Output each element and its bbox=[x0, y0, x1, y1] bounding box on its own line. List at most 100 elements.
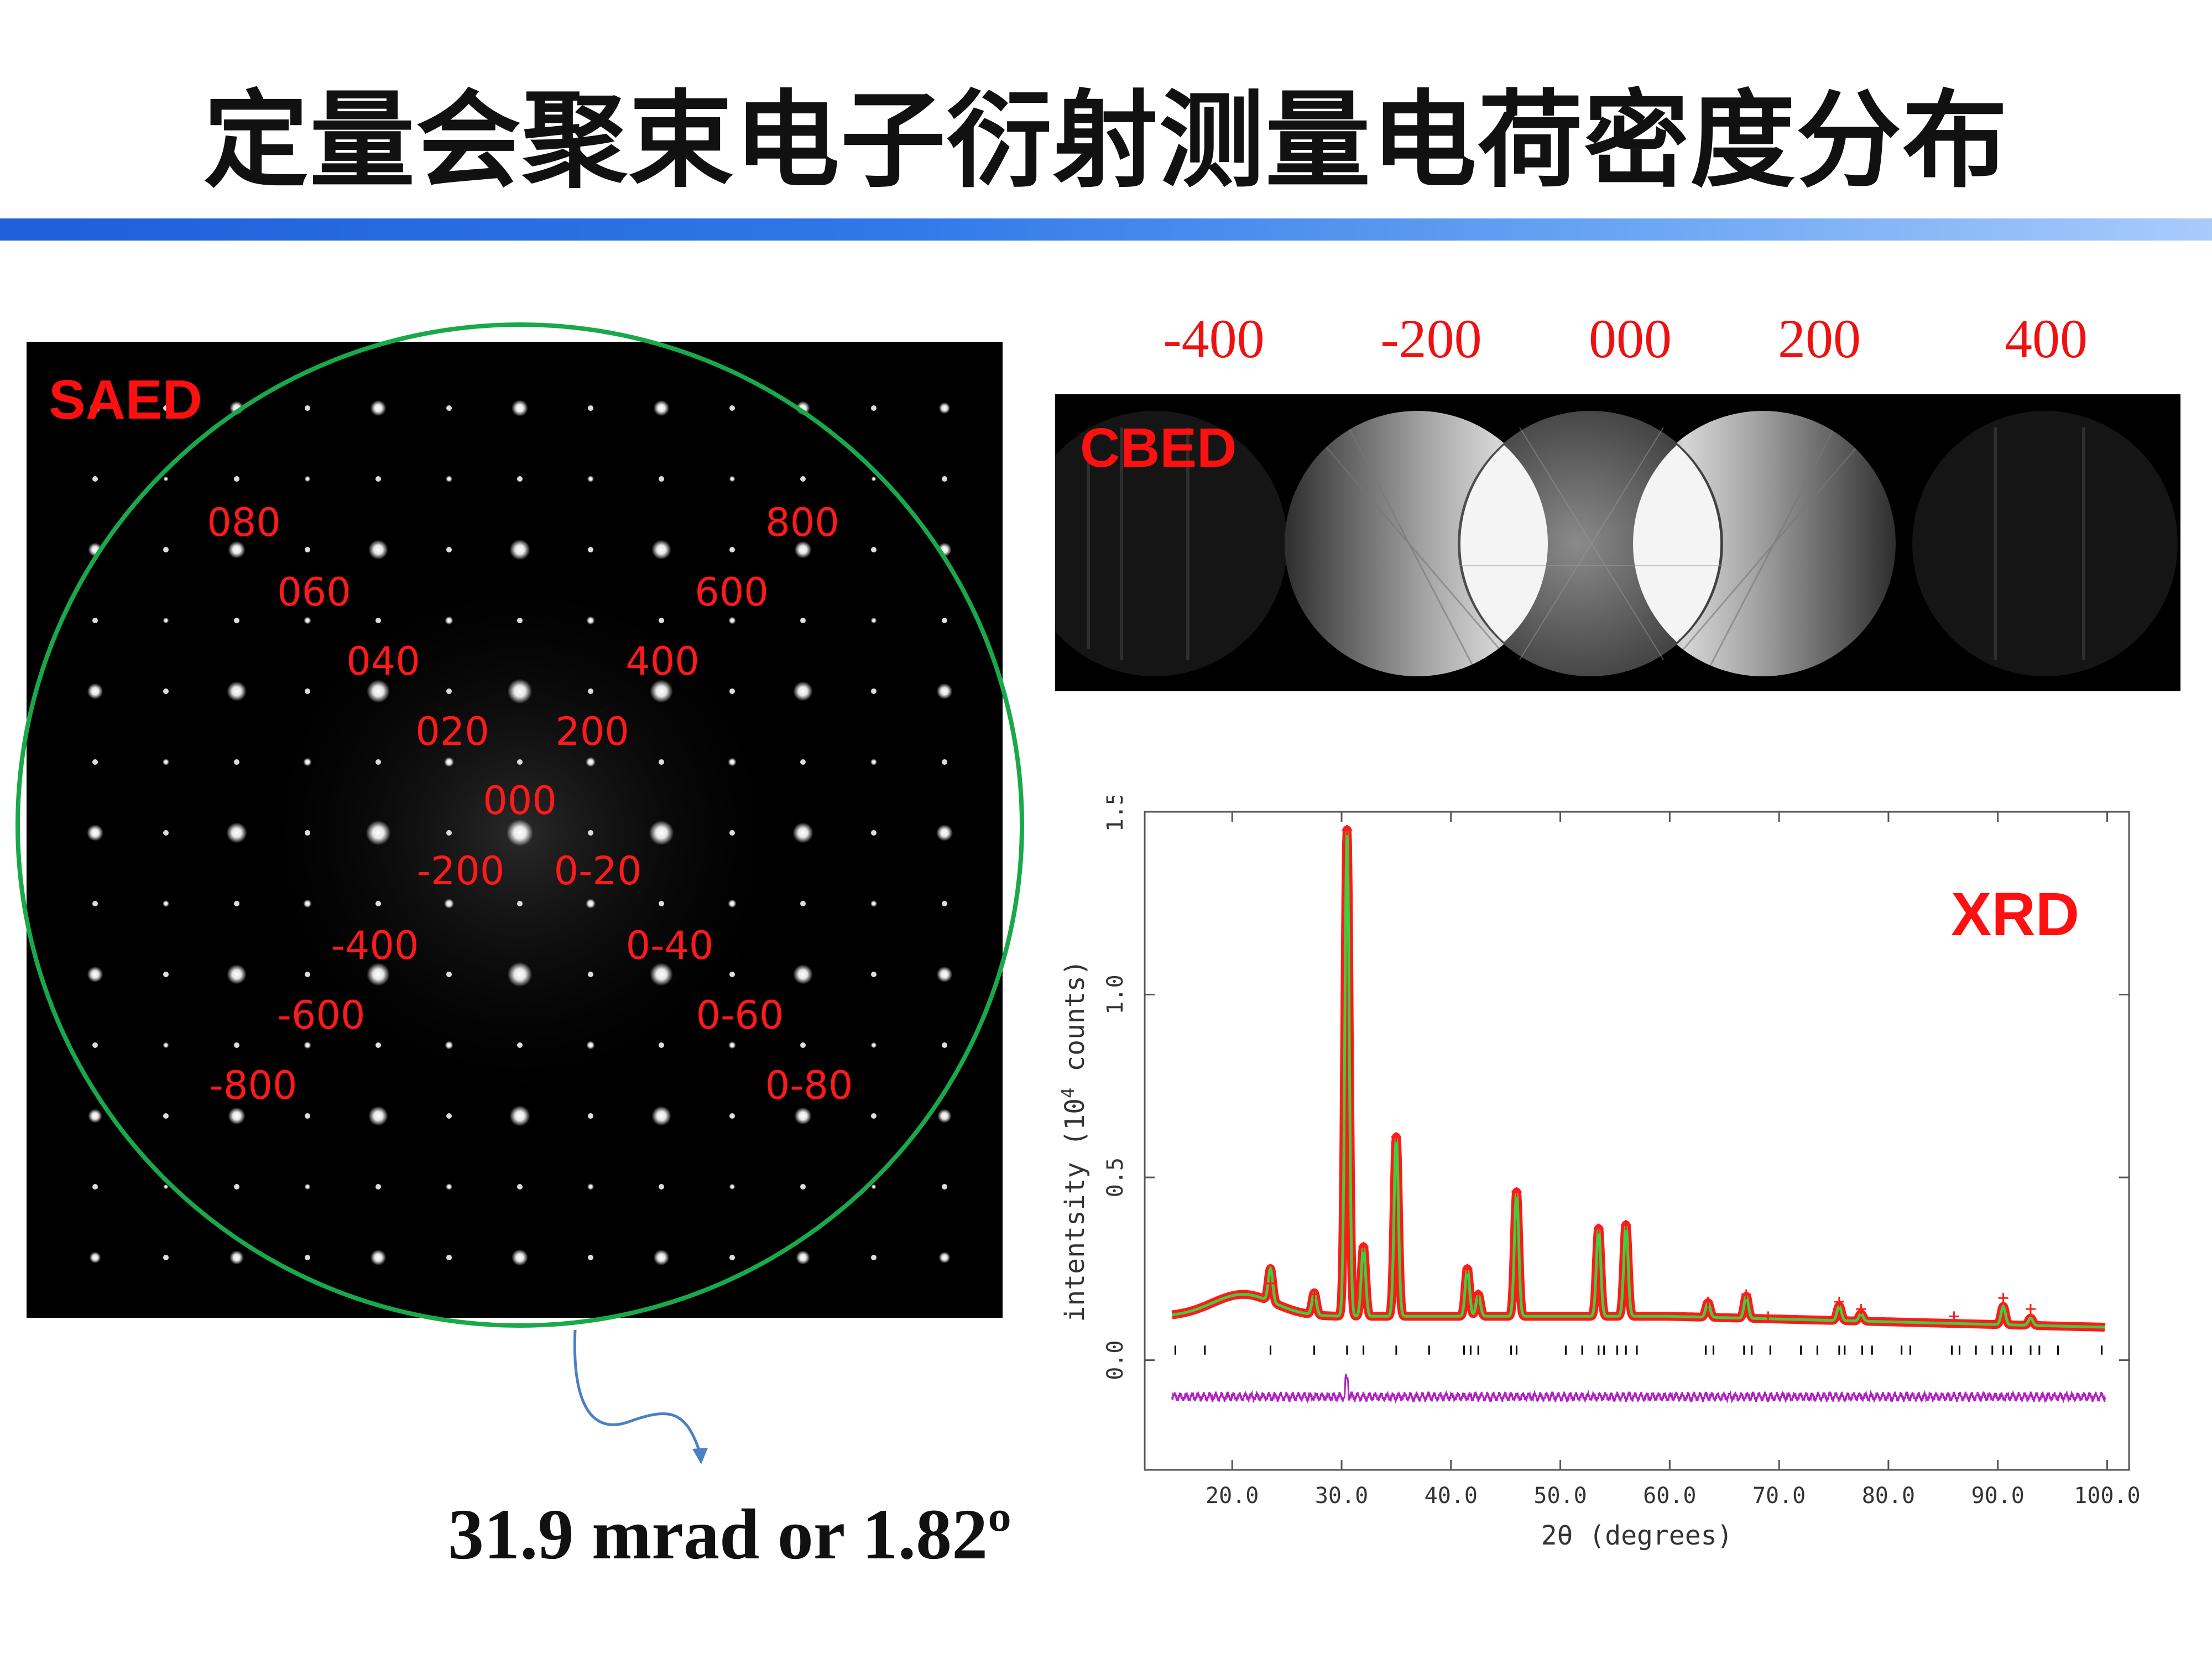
diffraction-spot bbox=[304, 1183, 311, 1190]
observed-point bbox=[1391, 1132, 1401, 1142]
diffraction-spot bbox=[586, 616, 595, 625]
xrd-label: XRD bbox=[1951, 880, 2080, 948]
diffraction-spot bbox=[444, 757, 454, 767]
diffraction-spot bbox=[375, 1042, 381, 1048]
observed-point bbox=[1703, 1296, 1713, 1307]
diffraction-spot bbox=[229, 1250, 244, 1265]
saed-aperture-circle bbox=[15, 322, 1024, 1328]
observed-point bbox=[1462, 1264, 1473, 1274]
diffraction-spot bbox=[303, 899, 312, 908]
diffraction-spot bbox=[649, 820, 674, 846]
diffraction-spot bbox=[517, 618, 523, 623]
observed-point bbox=[1621, 1220, 1631, 1230]
diffraction-spot bbox=[228, 1107, 246, 1125]
diffraction-spot bbox=[227, 964, 247, 984]
diffraction-spot bbox=[92, 1042, 98, 1048]
x-tick-label: 80.0 bbox=[1862, 1483, 1915, 1509]
diffraction-spot bbox=[517, 759, 523, 765]
diffraction-spot bbox=[586, 899, 596, 909]
diffraction-spot bbox=[163, 1042, 169, 1048]
diffraction-spot bbox=[729, 405, 735, 411]
diffraction-spot bbox=[163, 830, 169, 836]
diffraction-spot bbox=[650, 963, 673, 986]
y-tick-label: 1.0 bbox=[1103, 974, 1128, 1014]
x-axis-label: 2θ (degrees) bbox=[1541, 1520, 1733, 1551]
diffraction-spot bbox=[871, 688, 877, 694]
diffraction-spot bbox=[305, 1113, 310, 1119]
diffraction-spot bbox=[588, 688, 593, 694]
saed-index-label: 080 bbox=[207, 500, 281, 545]
diffraction-spot bbox=[588, 547, 593, 552]
diffraction-spot bbox=[163, 1255, 169, 1260]
diffraction-spot bbox=[163, 1113, 169, 1119]
saed-index-label: -600 bbox=[277, 993, 366, 1038]
diffraction-spot bbox=[87, 966, 103, 983]
saed-index-label: 020 bbox=[415, 709, 489, 754]
diffraction-spot bbox=[792, 822, 813, 843]
diffraction-spot bbox=[651, 540, 671, 560]
diffraction-spot bbox=[871, 547, 877, 552]
x-tick-label: 40.0 bbox=[1425, 1483, 1478, 1509]
diffraction-spot bbox=[89, 402, 101, 414]
diffraction-spot bbox=[729, 476, 735, 482]
diffraction-spot bbox=[938, 1251, 951, 1264]
y-tick-label: 0.5 bbox=[1103, 1157, 1128, 1197]
diffraction-spot bbox=[659, 1042, 664, 1048]
saed-index-label: -800 bbox=[209, 1063, 298, 1108]
saed-index-label: 800 bbox=[765, 500, 839, 545]
diffraction-spot bbox=[938, 402, 951, 414]
diffraction-spot bbox=[794, 1107, 812, 1125]
diffraction-spot bbox=[163, 547, 169, 552]
diffraction-spot bbox=[728, 758, 737, 766]
diffraction-spot bbox=[446, 972, 452, 977]
diffraction-spot bbox=[446, 688, 452, 694]
diffraction-spot bbox=[512, 1249, 528, 1266]
diffraction-spot bbox=[942, 618, 947, 623]
diffraction-spot bbox=[370, 1249, 387, 1266]
cbed-pattern-panel: CBED bbox=[1055, 394, 2180, 691]
diffraction-spot bbox=[92, 476, 98, 482]
cbed-index-label: 000 bbox=[1589, 308, 1672, 369]
saed-index-label: 600 bbox=[695, 570, 769, 615]
diffraction-spot bbox=[793, 681, 813, 701]
saed-pattern-panel: SAED 080 060 040 020 000 800 600 400 200 -200 -400… bbox=[27, 342, 1003, 1318]
x-tick-label: 20.0 bbox=[1206, 1483, 1259, 1509]
diffraction-spot bbox=[226, 822, 247, 843]
diffraction-spot bbox=[729, 547, 735, 552]
diffraction-spot bbox=[445, 1041, 453, 1050]
diffraction-spot bbox=[375, 476, 381, 482]
diffraction-spot bbox=[305, 547, 310, 552]
saed-index-label: -400 bbox=[331, 923, 419, 968]
observed-point bbox=[1998, 1293, 2008, 1303]
diffraction-spot bbox=[304, 476, 311, 482]
diffraction-spot bbox=[729, 1113, 735, 1119]
diffraction-spot bbox=[728, 899, 737, 908]
diffraction-spot bbox=[871, 830, 877, 836]
arrow-icon bbox=[573, 1329, 708, 1464]
x-tick-label: 30.0 bbox=[1315, 1483, 1368, 1509]
diffraction-spot bbox=[92, 618, 98, 623]
x-tick-label: 90.0 bbox=[1971, 1483, 2025, 1509]
diffraction-spot bbox=[800, 901, 806, 906]
calculated-curve bbox=[1172, 830, 2105, 1329]
y-axis-label: intentsity (104 counts) bbox=[1057, 959, 1091, 1322]
diffraction-spot bbox=[942, 1184, 947, 1190]
diffraction-spot bbox=[588, 830, 593, 836]
diffraction-spot bbox=[871, 1255, 877, 1260]
diffraction-spot bbox=[653, 400, 670, 416]
diffraction-spot bbox=[92, 901, 98, 906]
diffraction-spot bbox=[659, 759, 664, 765]
cbed-index-label: 200 bbox=[1778, 308, 1861, 369]
diffraction-spot bbox=[509, 1105, 530, 1126]
diffraction-spot bbox=[942, 901, 947, 906]
diffraction-spot bbox=[729, 1255, 735, 1260]
diffraction-spot bbox=[162, 900, 170, 907]
diffraction-spot bbox=[163, 1184, 169, 1190]
diffraction-spot bbox=[650, 680, 673, 703]
diffraction-spot bbox=[446, 1113, 452, 1119]
diffraction-spot bbox=[870, 758, 878, 766]
diffraction-spot bbox=[234, 618, 239, 623]
diffraction-spot bbox=[163, 688, 169, 694]
observed-point bbox=[1265, 1278, 1276, 1288]
diffraction-spot bbox=[305, 830, 310, 836]
